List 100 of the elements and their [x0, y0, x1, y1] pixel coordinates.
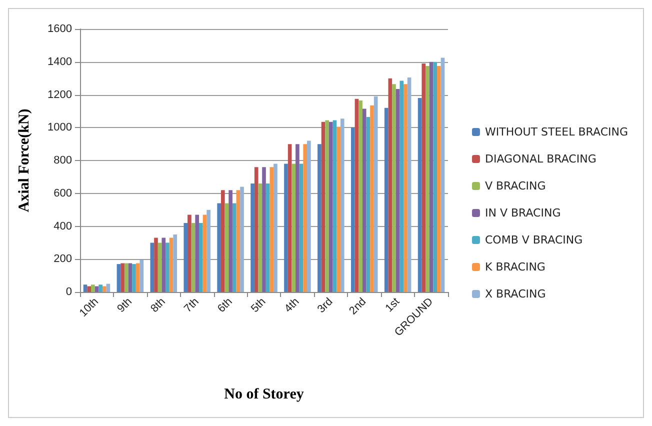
- bar: [374, 96, 378, 292]
- bar: [307, 140, 311, 292]
- bar: [437, 66, 441, 292]
- x-tick-label: 3rd: [315, 296, 336, 316]
- bar: [220, 190, 225, 292]
- bar: [370, 105, 374, 292]
- y-tick-label: 400: [54, 220, 72, 232]
- bar: [154, 238, 158, 292]
- bar: [288, 144, 292, 292]
- bar: [254, 167, 258, 292]
- bar: [429, 62, 434, 292]
- bar: [332, 120, 337, 292]
- legend-label: X BRACING: [484, 288, 546, 300]
- bar: [303, 144, 308, 292]
- bar: [236, 190, 240, 292]
- bar: [98, 284, 102, 292]
- bar: [228, 190, 232, 292]
- bar: [274, 164, 278, 292]
- bar: [426, 66, 430, 292]
- bar: [388, 78, 392, 292]
- y-axis-title: Axial Force(kN): [16, 108, 32, 212]
- bar: [206, 210, 210, 292]
- bar: [407, 77, 412, 292]
- bar: [325, 120, 329, 292]
- x-tick-label: 10th: [77, 296, 101, 320]
- bar: [128, 263, 132, 292]
- bar: [258, 184, 262, 292]
- bar: [384, 108, 388, 292]
- bar: [362, 108, 366, 292]
- bar: [90, 284, 95, 292]
- legend-label: K BRACING: [484, 260, 546, 274]
- bar: [191, 222, 196, 292]
- bar: [224, 203, 229, 292]
- bar: [418, 98, 422, 292]
- bar: [173, 234, 178, 292]
- x-tick-label: 9th: [115, 296, 134, 316]
- bar: [296, 144, 300, 292]
- bar: [116, 264, 121, 292]
- bar: [87, 286, 91, 292]
- legend-label: V BRACING: [484, 180, 546, 192]
- legend-label: DIAGONAL BRACING: [484, 152, 596, 166]
- bar: [270, 167, 274, 292]
- y-tick-label: 1400: [48, 56, 72, 68]
- bar: [136, 263, 140, 292]
- bar: [266, 184, 270, 292]
- x-axis-title: No of Storey: [224, 386, 304, 402]
- y-tick-label: 1200: [48, 88, 72, 101]
- bar: [169, 238, 174, 292]
- y-tick-label: 1000: [48, 122, 72, 134]
- bar: [396, 88, 400, 292]
- bar: [262, 167, 266, 292]
- x-tick-label: 8th: [148, 296, 168, 316]
- bar: [217, 203, 221, 292]
- bar: [83, 284, 88, 292]
- legend-label: COMB V BRACING: [484, 234, 583, 246]
- bar: [400, 80, 404, 292]
- bar: [94, 286, 99, 292]
- bar: [358, 100, 362, 292]
- bar: [199, 222, 203, 292]
- bar: [284, 164, 288, 292]
- bar: [366, 116, 370, 292]
- x-tick-label: 4th: [282, 296, 302, 316]
- bar: [162, 238, 166, 292]
- bar: [150, 242, 154, 292]
- bar: [250, 184, 254, 292]
- bar: [340, 118, 344, 292]
- bar: [188, 214, 192, 292]
- y-tick-label: 800: [54, 154, 72, 166]
- y-tick-label: 200: [54, 253, 72, 266]
- x-tick-label: 7th: [182, 296, 202, 316]
- bar: [102, 286, 106, 292]
- legend-label: IN V BRACING: [484, 206, 561, 220]
- bar: [184, 222, 188, 292]
- bar: [354, 98, 359, 292]
- bar: [328, 122, 333, 292]
- bar: [350, 128, 355, 292]
- bar: [321, 122, 326, 292]
- bar: [240, 186, 244, 292]
- bar: [124, 263, 128, 292]
- bar: [132, 264, 136, 292]
- bar: [166, 242, 170, 292]
- bar: [120, 263, 124, 292]
- bar: [299, 164, 304, 292]
- bar: [422, 64, 426, 292]
- bar: [195, 214, 200, 292]
- legend-label: WITHOUT STEEL BRACING: [484, 126, 628, 138]
- bar: [392, 84, 396, 292]
- bar: [404, 84, 408, 292]
- bar: [158, 242, 162, 292]
- y-tick-label: 600: [54, 187, 72, 200]
- bar: [440, 58, 445, 292]
- bar: [202, 214, 207, 292]
- bar: [433, 62, 438, 292]
- x-tick-label: 5th: [248, 296, 268, 316]
- bar: [232, 203, 236, 292]
- y-tick-label: 0: [66, 286, 72, 298]
- y-tick-label: 1600: [48, 23, 72, 35]
- bar: [140, 260, 144, 292]
- bar: [292, 164, 296, 292]
- x-tick-label: 6th: [215, 296, 235, 316]
